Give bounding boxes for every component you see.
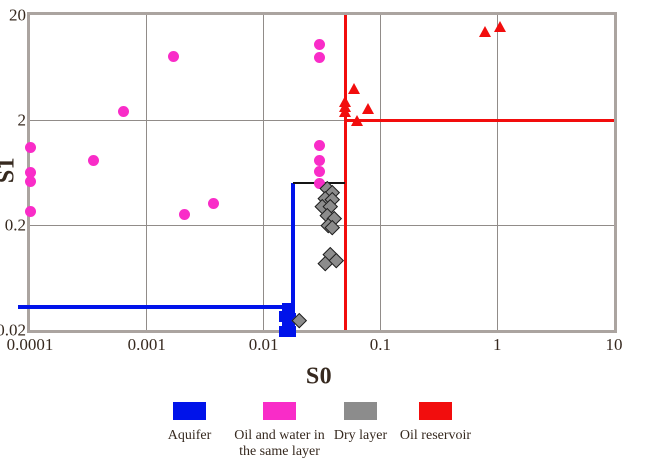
- oil-and-water-in-the-same-layer-point: [24, 205, 36, 217]
- grid-line-horizontal: [30, 119, 614, 121]
- legend-label-oil-reservoir: Oil reservoir: [399, 428, 472, 443]
- oil-and-water-in-the-same-layer-point: [313, 166, 325, 178]
- legend-label-aquifer: Aquifer: [167, 428, 212, 443]
- x-axis-title: S0: [305, 363, 333, 390]
- aquifer-point: [281, 303, 293, 315]
- oil-reservoir-horizontal-cutoff: [345, 118, 614, 122]
- oil-and-water-in-the-same-layer-point: [168, 50, 180, 62]
- oil-reservoir-point: [348, 82, 361, 94]
- oil-reservoir-point: [339, 106, 352, 118]
- x-axis-tick-label: 0.1: [369, 335, 392, 354]
- grid-line-vertical: [263, 15, 265, 330]
- y-axis-tick-label: 0.02: [0, 320, 26, 340]
- oil-and-water-in-the-same-layer-point: [178, 209, 190, 221]
- oil-reservoir-point: [350, 114, 363, 126]
- x-axis-tick-label: 0.01: [248, 335, 279, 354]
- grid-line-vertical: [379, 15, 381, 330]
- aquifer-point: [278, 310, 290, 322]
- oil-and-water-in-the-same-layer-point: [313, 139, 325, 151]
- oil-reservoir-vertical-cutoff: [343, 15, 347, 330]
- oil-and-water-in-the-same-layer-point: [207, 198, 219, 210]
- legend-label-dry-layer: Dry layer: [333, 428, 388, 443]
- oil-reservoir-point: [479, 25, 492, 37]
- grid-line-vertical: [146, 15, 148, 330]
- aquifer-vertical-cutoff: [291, 183, 296, 330]
- legend-swatch-oil-reservoir: [419, 402, 452, 420]
- oil-and-water-in-the-same-layer-point: [88, 154, 100, 166]
- oil-and-water-in-the-same-layer-point: [24, 175, 36, 187]
- oil-and-water-in-the-same-layer-point: [117, 106, 129, 118]
- aquifer-point: [285, 312, 297, 324]
- x-axis-tick-label: 0.0001: [6, 335, 54, 354]
- x-axis-tick-label: 10: [605, 335, 623, 354]
- y-axis-title: S1: [0, 156, 20, 184]
- aquifer-horizontal-cutoff: [18, 305, 295, 310]
- x-axis-tick-label: 1: [492, 335, 502, 354]
- oil-reservoir-point: [494, 21, 507, 33]
- x-axis-tick-label: 0.001: [127, 335, 166, 354]
- y-axis-tick-label: 20: [9, 5, 26, 25]
- oil-and-water-in-the-same-layer-point: [313, 52, 325, 64]
- legend-swatch-oil-and-water-in: [263, 402, 296, 420]
- y-axis-tick-label: 0.2: [4, 215, 26, 235]
- oil-and-water-in-the-same-layer-point: [313, 39, 325, 51]
- oil-and-water-in-the-same-layer-point: [24, 167, 36, 179]
- oil-and-water-in-the-same-layer-point: [313, 154, 325, 166]
- oil-and-water-in-the-same-layer-point: [24, 141, 36, 153]
- oil-reservoir-point: [361, 102, 374, 114]
- legend-label-oil-and-water-in: Oil and water in the same layer: [234, 428, 325, 460]
- legend-swatch-aquifer: [173, 402, 206, 420]
- grid-line-vertical: [496, 15, 498, 330]
- legend-swatch-dry-layer: [344, 402, 377, 420]
- aquifer-point: [278, 325, 290, 337]
- oil-and-water-in-the-same-layer-point: [313, 177, 325, 189]
- y-axis-tick-label: 2: [17, 110, 27, 130]
- aquifer-point: [285, 325, 297, 337]
